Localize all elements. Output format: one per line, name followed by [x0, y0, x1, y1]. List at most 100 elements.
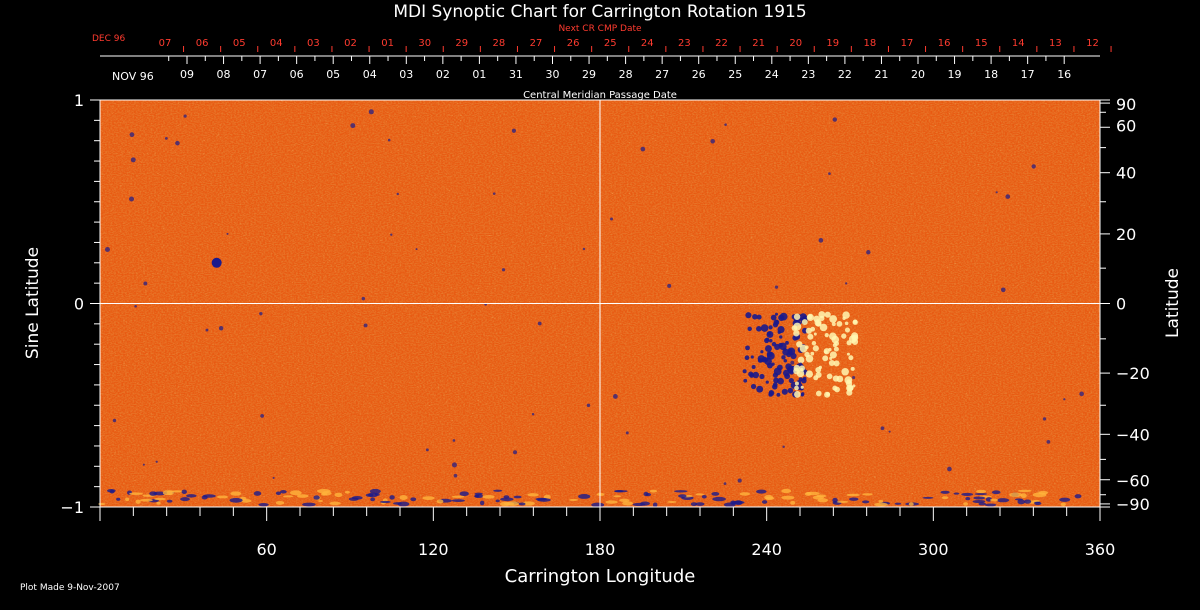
polar-field-streak: [667, 500, 677, 503]
polar-field-streak: [849, 497, 859, 501]
polar-field-streak: [370, 497, 376, 502]
network-field-element: [625, 431, 629, 435]
cmp-tick-label: 27: [655, 68, 669, 81]
positive-flux-patch: [793, 313, 801, 320]
next-cr-tick-label: 17: [901, 38, 914, 49]
negative-flux-patch: [752, 313, 758, 320]
next-cr-tick-label: 18: [864, 38, 877, 49]
positive-flux-patch: [833, 346, 839, 352]
polar-field-streak: [976, 489, 987, 494]
positive-flux-patch: [791, 325, 798, 332]
network-field-element: [142, 463, 145, 466]
negative-flux-patch: [792, 335, 798, 341]
polar-field-streak: [781, 495, 795, 500]
network-field-element: [852, 376, 856, 380]
positive-flux-patch: [832, 385, 838, 391]
polar-field-streak: [474, 494, 480, 498]
negative-flux-patch: [777, 377, 784, 385]
polar-field-streak: [678, 494, 687, 498]
positive-flux-patch: [829, 315, 838, 323]
network-field-element: [112, 418, 117, 423]
negative-flux-patch: [800, 393, 804, 397]
network-field-element: [531, 413, 535, 416]
polar-field-streak: [862, 493, 873, 496]
polar-field-streak: [622, 501, 634, 506]
y-right-label: Latitude: [1163, 268, 1183, 338]
network-field-element: [1005, 194, 1011, 199]
positive-flux-patch: [797, 356, 805, 364]
positive-flux-patch: [841, 367, 849, 376]
polar-field-streak: [348, 497, 359, 501]
network-field-element: [768, 389, 774, 395]
positive-flux-patch: [851, 332, 859, 340]
positive-flux-patch: [796, 341, 803, 348]
negative-flux-patch: [751, 364, 756, 369]
polar-field-streak: [289, 490, 302, 496]
network-field-element: [610, 217, 614, 221]
network-field-element: [790, 360, 795, 365]
network-field-element: [1031, 164, 1036, 169]
negative-flux-patch: [771, 341, 777, 347]
polar-field-streak: [320, 492, 328, 496]
polar-field-streak: [613, 495, 622, 498]
positive-flux-patch: [811, 340, 817, 346]
positive-flux-patch: [829, 332, 837, 340]
network-field-element: [130, 157, 136, 163]
negative-flux-patch: [789, 370, 794, 375]
network-field-element: [612, 394, 618, 399]
polar-field-streak: [422, 496, 435, 501]
next-cr-axis-label: Next CR CMP Date: [558, 24, 642, 34]
polar-field-streak: [451, 499, 465, 503]
positive-flux-patch: [844, 327, 851, 333]
network-field-element: [667, 283, 672, 288]
negative-flux-patch: [752, 371, 760, 379]
magnetic-features: [98, 109, 1084, 508]
polar-field-streak: [98, 502, 106, 506]
polar-field-streak: [984, 503, 997, 507]
polar-field-streak: [652, 502, 658, 508]
positive-flux-patch: [801, 319, 808, 326]
y-left-label: Sine Latitude: [23, 247, 43, 359]
positive-flux-patch: [823, 348, 830, 355]
polar-field-streak: [765, 496, 775, 500]
network-field-element: [586, 403, 591, 408]
negative-flux-patch: [777, 326, 785, 334]
network-field-element: [104, 246, 111, 253]
polar-field-streak: [518, 502, 526, 506]
negative-flux-patch: [757, 358, 763, 363]
next-cr-tick-label: 02: [344, 38, 357, 49]
negative-flux-patch: [744, 355, 750, 361]
polar-field-streak: [614, 489, 624, 493]
negative-flux-patch: [762, 358, 766, 362]
cmp-tick-label: 21: [874, 68, 888, 81]
positive-flux-patch: [818, 365, 822, 370]
polar-field-streak: [878, 499, 884, 503]
polar-field-streak: [282, 495, 294, 498]
negative-flux-patch: [779, 312, 788, 321]
negative-flux-patch: [768, 338, 773, 343]
polar-field-streak: [1032, 499, 1040, 503]
next-cr-tick-label: 01: [381, 38, 394, 49]
polar-field-streak: [162, 490, 173, 496]
polar-field-streak: [482, 495, 495, 499]
polar-field-streak: [961, 492, 974, 496]
next-cr-tick-label: 06: [196, 38, 209, 49]
positive-flux-patch: [848, 355, 854, 361]
network-field-element: [415, 248, 418, 251]
positive-flux-patch: [848, 385, 854, 391]
network-field-element: [799, 362, 803, 366]
next-cr-tick-label: 30: [418, 38, 431, 49]
polar-field-streak: [334, 492, 343, 498]
network-field-element: [363, 323, 368, 328]
positive-flux-patch: [805, 370, 814, 378]
negative-flux-patch: [745, 345, 750, 351]
cmp-tick-label: 07: [253, 68, 267, 81]
polar-field-streak: [568, 498, 579, 501]
positive-flux-patch: [829, 351, 837, 359]
cmp-tick-label: 08: [217, 68, 231, 81]
network-field-element: [1046, 439, 1051, 444]
cmp-tick-label: 04: [363, 68, 377, 81]
network-field-element: [396, 192, 399, 196]
network-field-element: [511, 128, 517, 133]
polar-field-streak: [202, 494, 216, 498]
